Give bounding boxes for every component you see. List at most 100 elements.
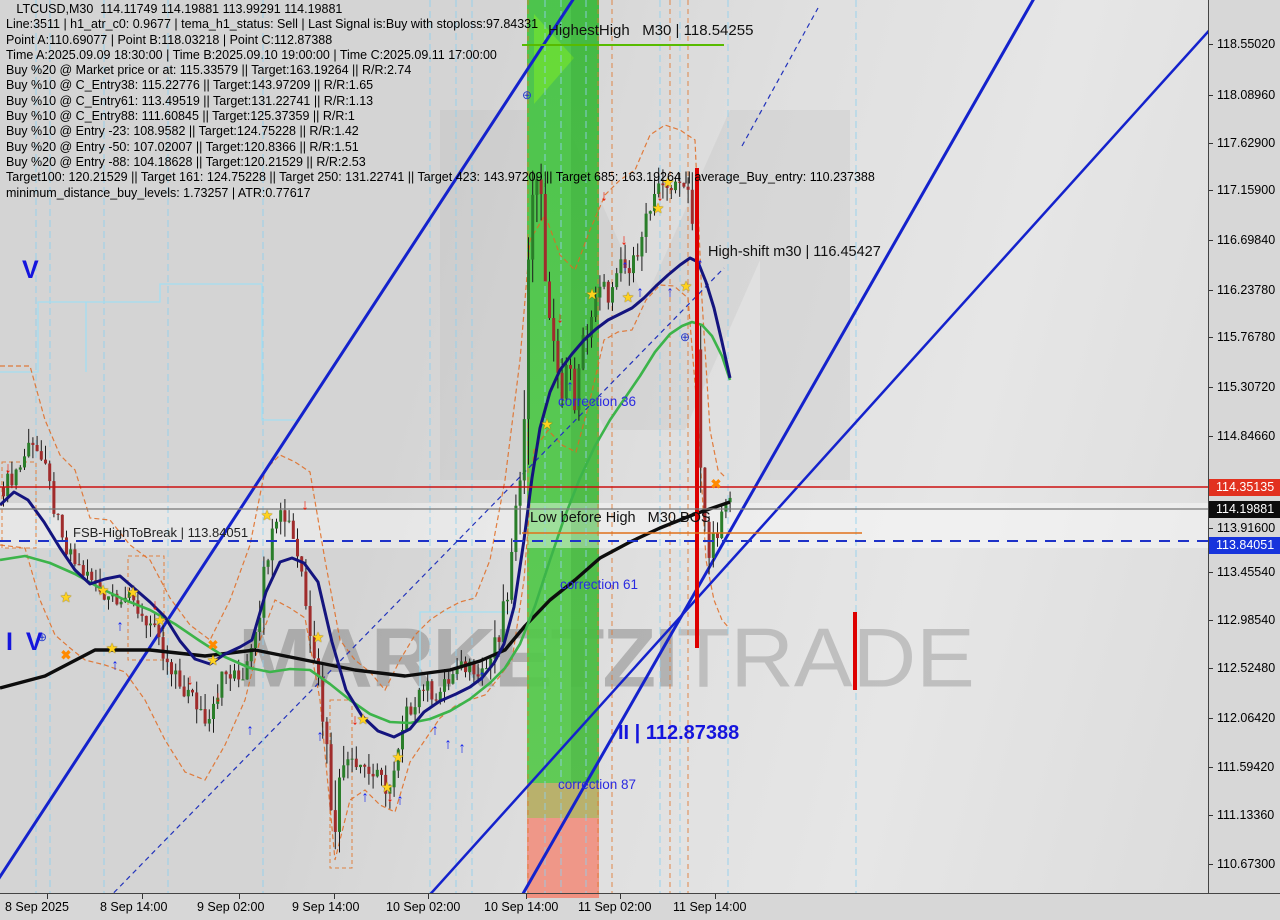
candle-up <box>270 528 274 561</box>
candle-up <box>657 183 661 194</box>
time-tick-label: 11 Sep 14:00 <box>673 900 747 914</box>
candle-up <box>186 689 190 697</box>
price-tick <box>1209 387 1213 388</box>
ma-navy-line <box>0 256 732 739</box>
time-tick-label: 9 Sep 14:00 <box>292 900 360 914</box>
price-tick <box>1209 190 1213 191</box>
sell-arrow: ↓ <box>151 596 159 614</box>
star-signal: ★ <box>679 278 693 294</box>
candle-up <box>413 707 417 715</box>
candle-up <box>266 560 270 567</box>
candle-down <box>325 721 329 745</box>
price-tick-label: 111.59420 <box>1217 760 1275 774</box>
candle-up <box>279 510 283 522</box>
x-signal: ✖ <box>60 647 72 663</box>
star-signal: ★ <box>126 584 140 600</box>
candle-up <box>27 442 31 457</box>
star-signal: ★ <box>260 507 274 523</box>
x-signal: ✖ <box>207 637 219 653</box>
chart-plot-area[interactable]: MARKETZITRADE ★ ★ ★ ★ ★ ★ ★ ★ ★ ★ ★ ★ ★ ★ ★ ★ ★ ↑ ↑ ↑ ↑ ↑ ↑ ↑ ↑ ↑… <box>0 0 1208 893</box>
correction-36-label: correction 36 <box>558 394 637 409</box>
candle-down <box>548 281 551 319</box>
sell-arrow: ↓ <box>351 711 359 729</box>
candle-up <box>489 658 493 669</box>
candle-up <box>564 364 568 399</box>
correction-61-label: correction 61 <box>560 577 639 592</box>
candle-up <box>527 259 530 420</box>
candle-up <box>119 601 123 605</box>
sell-arrow: ↓ <box>656 187 664 205</box>
candle-down <box>291 520 295 539</box>
price-tick <box>1209 95 1213 96</box>
sell-arrow: ↓ <box>600 187 608 205</box>
star-signal: ★ <box>105 640 119 656</box>
candle-down <box>65 537 68 555</box>
candle-up <box>531 194 535 260</box>
trend-line <box>0 0 575 880</box>
candle-up <box>350 758 354 760</box>
price-tick-label: 112.52480 <box>1217 661 1276 675</box>
candle-up <box>212 703 215 720</box>
candle-up <box>640 236 644 257</box>
buy-arrow: ↑ <box>316 727 324 745</box>
candle-down <box>161 637 165 659</box>
candle-down <box>39 451 43 460</box>
trend-line <box>429 29 1208 893</box>
candle-up <box>6 473 10 497</box>
candle-up <box>375 769 379 777</box>
candle-down <box>203 709 207 724</box>
star-signal: ★ <box>96 582 110 598</box>
candle-down <box>380 769 383 775</box>
candle-up <box>510 552 514 600</box>
info-line: Buy %10 @ C_Entry88: 111.60845 || Target… <box>6 109 355 124</box>
circle-signal: ⊕ <box>36 630 48 644</box>
price-tick <box>1209 143 1213 144</box>
info-line: LTCUSD,M30 114.11749 114.19881 113.99291… <box>6 2 343 16</box>
candle-up <box>220 671 224 698</box>
candle-down <box>384 774 388 794</box>
candle-down <box>556 340 560 373</box>
candle-up <box>598 286 602 298</box>
star-signal: ★ <box>356 711 370 727</box>
time-axis[interactable]: 8 Sep 2025 8 Sep 14:00 9 Sep 02:00 9 Sep 14… <box>0 893 1280 920</box>
price-tick <box>1209 337 1213 338</box>
buy-arrow: ↑ <box>696 255 704 273</box>
price-tick <box>1209 44 1213 45</box>
sell-arrow: ↓ <box>620 231 628 249</box>
candle-up <box>14 469 18 486</box>
candle-down <box>136 600 140 614</box>
trend-line <box>112 267 725 893</box>
high-shift-label: High-shift m30 | 116.45427 <box>708 244 881 260</box>
candle-down <box>699 349 703 468</box>
sell-arrow: ↓ <box>386 788 394 806</box>
candle-down <box>321 676 325 722</box>
candle-up <box>724 502 728 512</box>
candle-up <box>644 213 648 237</box>
candle-up <box>254 631 257 649</box>
candle-up <box>720 511 724 539</box>
info-line: Buy %10 @ C_Entry61: 113.49519 || Target… <box>6 93 374 108</box>
candle-down <box>224 671 228 675</box>
candle-up <box>23 456 26 468</box>
correction-87-label: correction 87 <box>558 777 637 792</box>
buy-arrow: ↑ <box>566 377 574 395</box>
candle-down <box>606 281 610 303</box>
candle-down <box>627 268 631 274</box>
low-before-high-label: Low before High M30 BOS <box>530 510 711 526</box>
candle-up <box>506 599 509 602</box>
env-lower-band <box>0 284 730 861</box>
candle-down <box>573 368 577 411</box>
price-axis[interactable]: 118.55020 118.08960 117.62900 117.15900 116.… <box>1208 0 1280 893</box>
candle-up <box>241 679 245 681</box>
candle-down <box>10 473 14 486</box>
candle-up <box>493 637 497 659</box>
price-tick-label: 114.84660 <box>1217 429 1276 443</box>
candle-down <box>308 606 312 636</box>
info-line: Time A:2025.09.09 18:30:00 | Time B:2025… <box>6 47 497 62</box>
candle-up <box>417 689 421 708</box>
wave-ii-label: II | 112.87388 <box>618 722 740 744</box>
circle-signal: ⊕ <box>521 88 533 102</box>
star-signal: ★ <box>380 779 394 795</box>
candle-up <box>632 255 635 274</box>
